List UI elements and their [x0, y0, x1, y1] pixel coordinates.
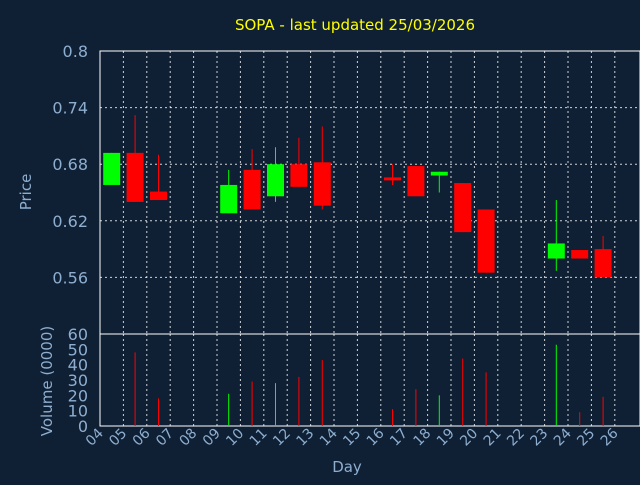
chart-title: SOPA - last updated 25/03/2026: [235, 16, 475, 34]
panel-frames: [99, 50, 640, 427]
x-tick-labels: 04 05 06 07 08 09 10 11 12 13 14 15 16 17 18 19 20 21 22 23…: [83, 425, 622, 449]
candles: [103, 115, 612, 278]
candle-body: [571, 250, 589, 259]
x-tick-label: 09: [200, 426, 224, 450]
x-tick-label: 25: [574, 426, 598, 450]
x-tick-label: 21: [481, 426, 505, 450]
candle-body: [150, 191, 167, 201]
x-tick-label: 23: [528, 426, 552, 450]
x-tick-label: 08: [177, 426, 201, 450]
x-tick-label: 05: [106, 426, 130, 450]
x-axis-label: Day: [332, 458, 362, 476]
x-tick-label: 13: [294, 426, 318, 450]
candle-body: [547, 243, 565, 259]
volume-axis-label: Volume (0000): [38, 326, 56, 436]
candle-body: [267, 164, 284, 197]
volume-tick-label: 20: [68, 386, 88, 405]
price-tick-label: 0.56: [52, 268, 88, 287]
x-tick-label: 18: [411, 426, 435, 450]
volume-tick-label: 60: [68, 325, 88, 344]
x-tick-label: 24: [551, 425, 575, 449]
x-tick-label: 17: [387, 426, 411, 450]
candle-body: [313, 162, 331, 206]
price-panel-frame: [99, 50, 640, 335]
x-tick-label: 07: [153, 426, 177, 450]
x-tick-label: 10: [223, 426, 247, 450]
candle-body: [243, 169, 261, 210]
x-tick-label: 15: [340, 426, 364, 450]
price-tick-label: 0.8: [63, 42, 88, 61]
candle-body: [384, 177, 401, 181]
x-tick-label: 14: [317, 425, 341, 449]
candle-body: [454, 183, 472, 233]
candle-body: [594, 249, 612, 278]
volume-tick-label: 0: [78, 417, 88, 436]
grid: [100, 51, 640, 426]
x-tick-label: 22: [504, 426, 528, 450]
x-tick-label: 06: [130, 425, 154, 449]
x-tick-label: 11: [247, 426, 271, 450]
candle-body: [290, 164, 308, 187]
candle-body: [430, 171, 448, 176]
price-tick-label: 0.74: [52, 99, 88, 118]
x-tick-label: 16: [364, 425, 388, 449]
candle-body: [407, 166, 425, 197]
volume-tick-label: 30: [68, 371, 88, 390]
x-tick-label: 20: [457, 426, 481, 450]
price-tick-label: 0.68: [52, 155, 88, 174]
x-tick-label: 12: [270, 426, 294, 450]
x-tick-label: 19: [434, 426, 458, 450]
price-tick-label: 0.62: [52, 212, 88, 231]
candle-body: [126, 152, 144, 202]
volume-bars: [134, 344, 604, 426]
x-tick-label: 26: [598, 425, 622, 449]
volume-panel-frame: [99, 333, 640, 427]
volume-tick-label: 50: [68, 340, 88, 359]
candle-body: [220, 184, 238, 214]
volume-tick-label: 10: [68, 402, 88, 421]
candle-body: [477, 209, 495, 273]
volume-tick-label: 40: [68, 356, 88, 375]
price-axis-label: Price: [17, 174, 35, 211]
candle-body: [103, 152, 121, 185]
